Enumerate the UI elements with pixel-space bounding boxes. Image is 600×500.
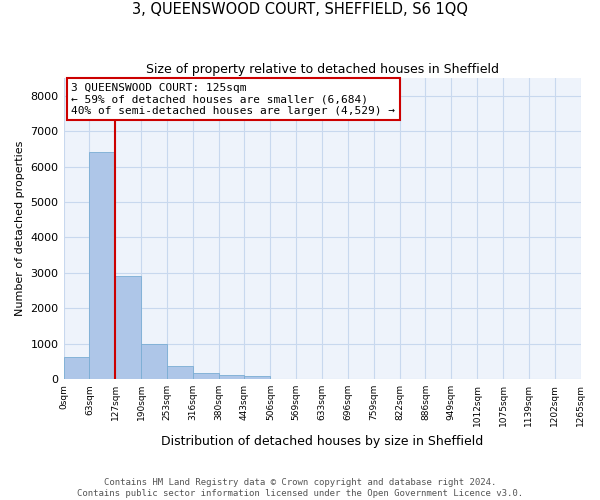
Bar (64, 357, 89, 379)
Y-axis label: Number of detached properties: Number of detached properties (15, 141, 25, 316)
Text: Contains HM Land Registry data © Crown copyright and database right 2024.
Contai: Contains HM Land Registry data © Crown c… (77, 478, 523, 498)
Bar (218, 375, 244, 379)
Text: 3, QUEENSWOOD COURT, SHEFFIELD, S6 1QQ: 3, QUEENSWOOD COURT, SHEFFIELD, S6 1QQ (132, 2, 468, 18)
Bar (167, 366, 193, 379)
Bar (141, 344, 167, 379)
X-axis label: Distribution of detached houses by size in Sheffield: Distribution of detached houses by size … (161, 434, 483, 448)
Bar (89, 152, 115, 379)
Title: Size of property relative to detached houses in Sheffield: Size of property relative to detached ho… (146, 62, 499, 76)
Bar (193, 373, 218, 379)
Bar (115, 276, 141, 379)
Bar (244, 376, 271, 379)
Text: 3 QUEENSWOOD COURT: 125sqm
← 59% of detached houses are smaller (6,684)
40% of s: 3 QUEENSWOOD COURT: 125sqm ← 59% of deta… (71, 82, 395, 116)
